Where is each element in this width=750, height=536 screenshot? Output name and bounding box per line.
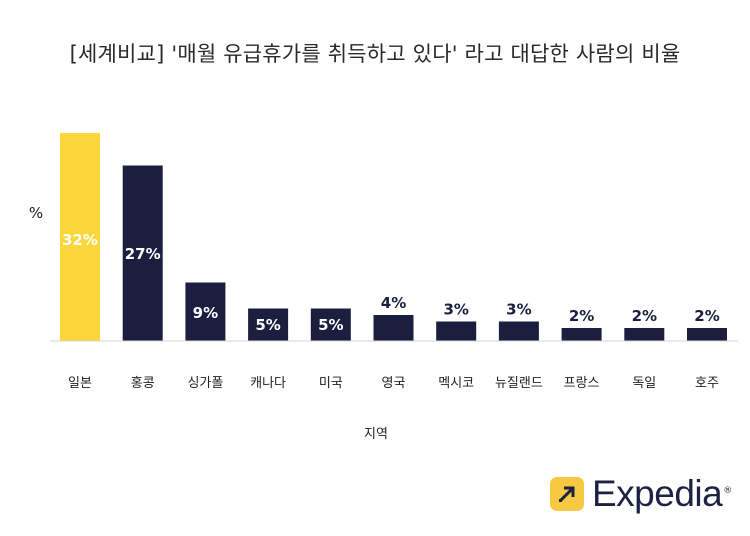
x-tick-label-4: 캐나다 [250, 376, 286, 391]
data-label-4: 5% [255, 316, 280, 334]
data-label-8: 3% [506, 301, 531, 319]
bar-8 [498, 321, 539, 341]
data-label-9: 2% [569, 307, 594, 325]
x-tick-label-3: 싱가폴 [187, 376, 223, 391]
x-tick-label-2: 홍콩 [131, 376, 155, 391]
x-tick-label-9: 프랑스 [564, 376, 600, 391]
bar-4 [248, 308, 289, 341]
x-tick-label-7: 멕시코 [438, 376, 474, 391]
y-axis-label: % [29, 204, 43, 222]
x-tick-label-11: 호주 [695, 376, 719, 391]
bar-10 [624, 328, 665, 341]
x-tick-label-1: 일본 [68, 376, 92, 391]
expedia-wordmark: Expedia [592, 473, 723, 514]
expedia-arrow-icon [550, 477, 584, 511]
data-label-5: 5% [318, 316, 343, 334]
bar-11 [687, 328, 727, 341]
data-label-11: 2% [694, 307, 719, 325]
registered-mark: ® [723, 486, 733, 496]
data-label-10: 2% [632, 307, 657, 325]
bars-group: 32% 27% 9% 5% 5% 4% 3% 3% 2% 2% 2% [60, 133, 727, 341]
bar-1 [60, 133, 100, 341]
bar-6 [373, 315, 414, 341]
data-label-6: 4% [381, 294, 406, 312]
x-tick-label-6: 영국 [382, 376, 406, 391]
data-label-2: 27% [125, 245, 161, 263]
expedia-logo: Expedia ® [550, 473, 733, 514]
bar-5 [310, 308, 351, 341]
bar-9 [561, 328, 602, 341]
x-tick-labels: 일본 홍콩 싱가폴 캐나다 미국 영국 멕시코 뉴질랜드 프랑스 독일 호주 [68, 376, 719, 391]
x-tick-label-8: 뉴질랜드 [495, 376, 543, 391]
bar-2 [122, 165, 163, 341]
bar-3 [185, 282, 226, 341]
x-tick-label-5: 미국 [319, 376, 343, 391]
chart-title: [세계비교] '매월 유급휴가를 취득하고 있다' 라고 대답한 사람의 비율 [69, 42, 681, 66]
data-label-7: 3% [443, 301, 468, 319]
data-label-1: 32% [62, 231, 98, 249]
x-axis-title: 지역 [364, 427, 388, 442]
x-tick-label-10: 독일 [632, 376, 656, 391]
bar-7 [436, 321, 477, 341]
data-label-3: 9% [193, 304, 218, 322]
